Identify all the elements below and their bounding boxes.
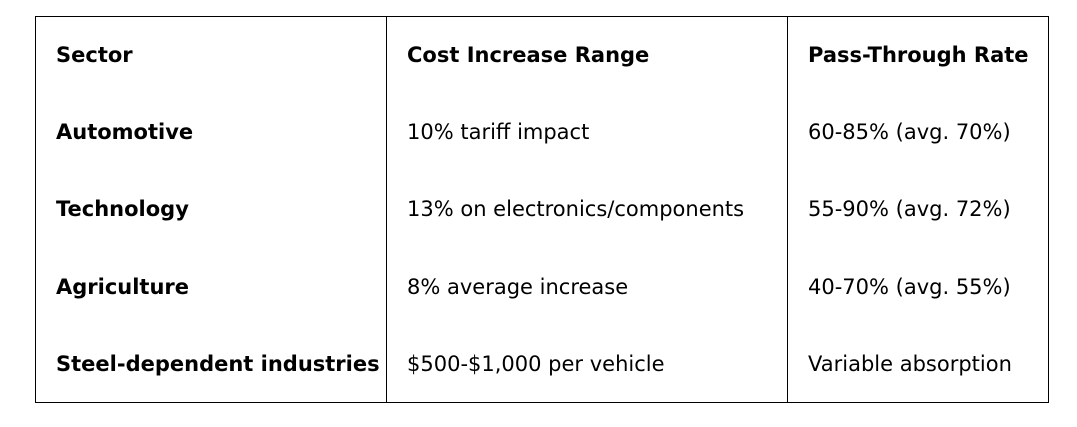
row-sector-cell: Technology <box>35 170 387 249</box>
table-row: Technology 13% on electronics/components… <box>35 170 1049 249</box>
table-header-row: Sector Cost Increase Range Pass-Through … <box>35 15 1049 94</box>
row-cost-cell: 10% tariff impact <box>386 93 788 171</box>
header-cost-increase-range: Cost Increase Range <box>386 15 788 94</box>
table-row: Automotive 10% tariff impact 60-85% (avg… <box>35 93 1049 171</box>
header-pass-through-rate: Pass-Through Rate <box>787 15 1049 94</box>
header-sector: Sector <box>35 15 387 94</box>
row-pass-through-cell: Variable absorption <box>787 325 1049 404</box>
sector-cost-table-container: Sector Cost Increase Range Pass-Through … <box>35 15 1049 404</box>
row-sector-cell: Automotive <box>35 93 387 171</box>
row-cost-cell: $500-$1,000 per vehicle <box>386 325 788 404</box>
row-pass-through-cell: 40-70% (avg. 55%) <box>787 248 1049 326</box>
row-cost-cell: 8% average increase <box>386 248 788 326</box>
sector-cost-table: Sector Cost Increase Range Pass-Through … <box>35 15 1049 404</box>
row-sector-cell: Steel-dependent industries <box>35 325 387 404</box>
row-cost-cell: 13% on electronics/components <box>386 170 788 249</box>
row-sector-cell: Agriculture <box>35 248 387 326</box>
table-row: Agriculture 8% average increase 40-70% (… <box>35 248 1049 326</box>
table-row: Steel-dependent industries $500-$1,000 p… <box>35 325 1049 404</box>
row-pass-through-cell: 60-85% (avg. 70%) <box>787 93 1049 171</box>
row-pass-through-cell: 55-90% (avg. 72%) <box>787 170 1049 249</box>
